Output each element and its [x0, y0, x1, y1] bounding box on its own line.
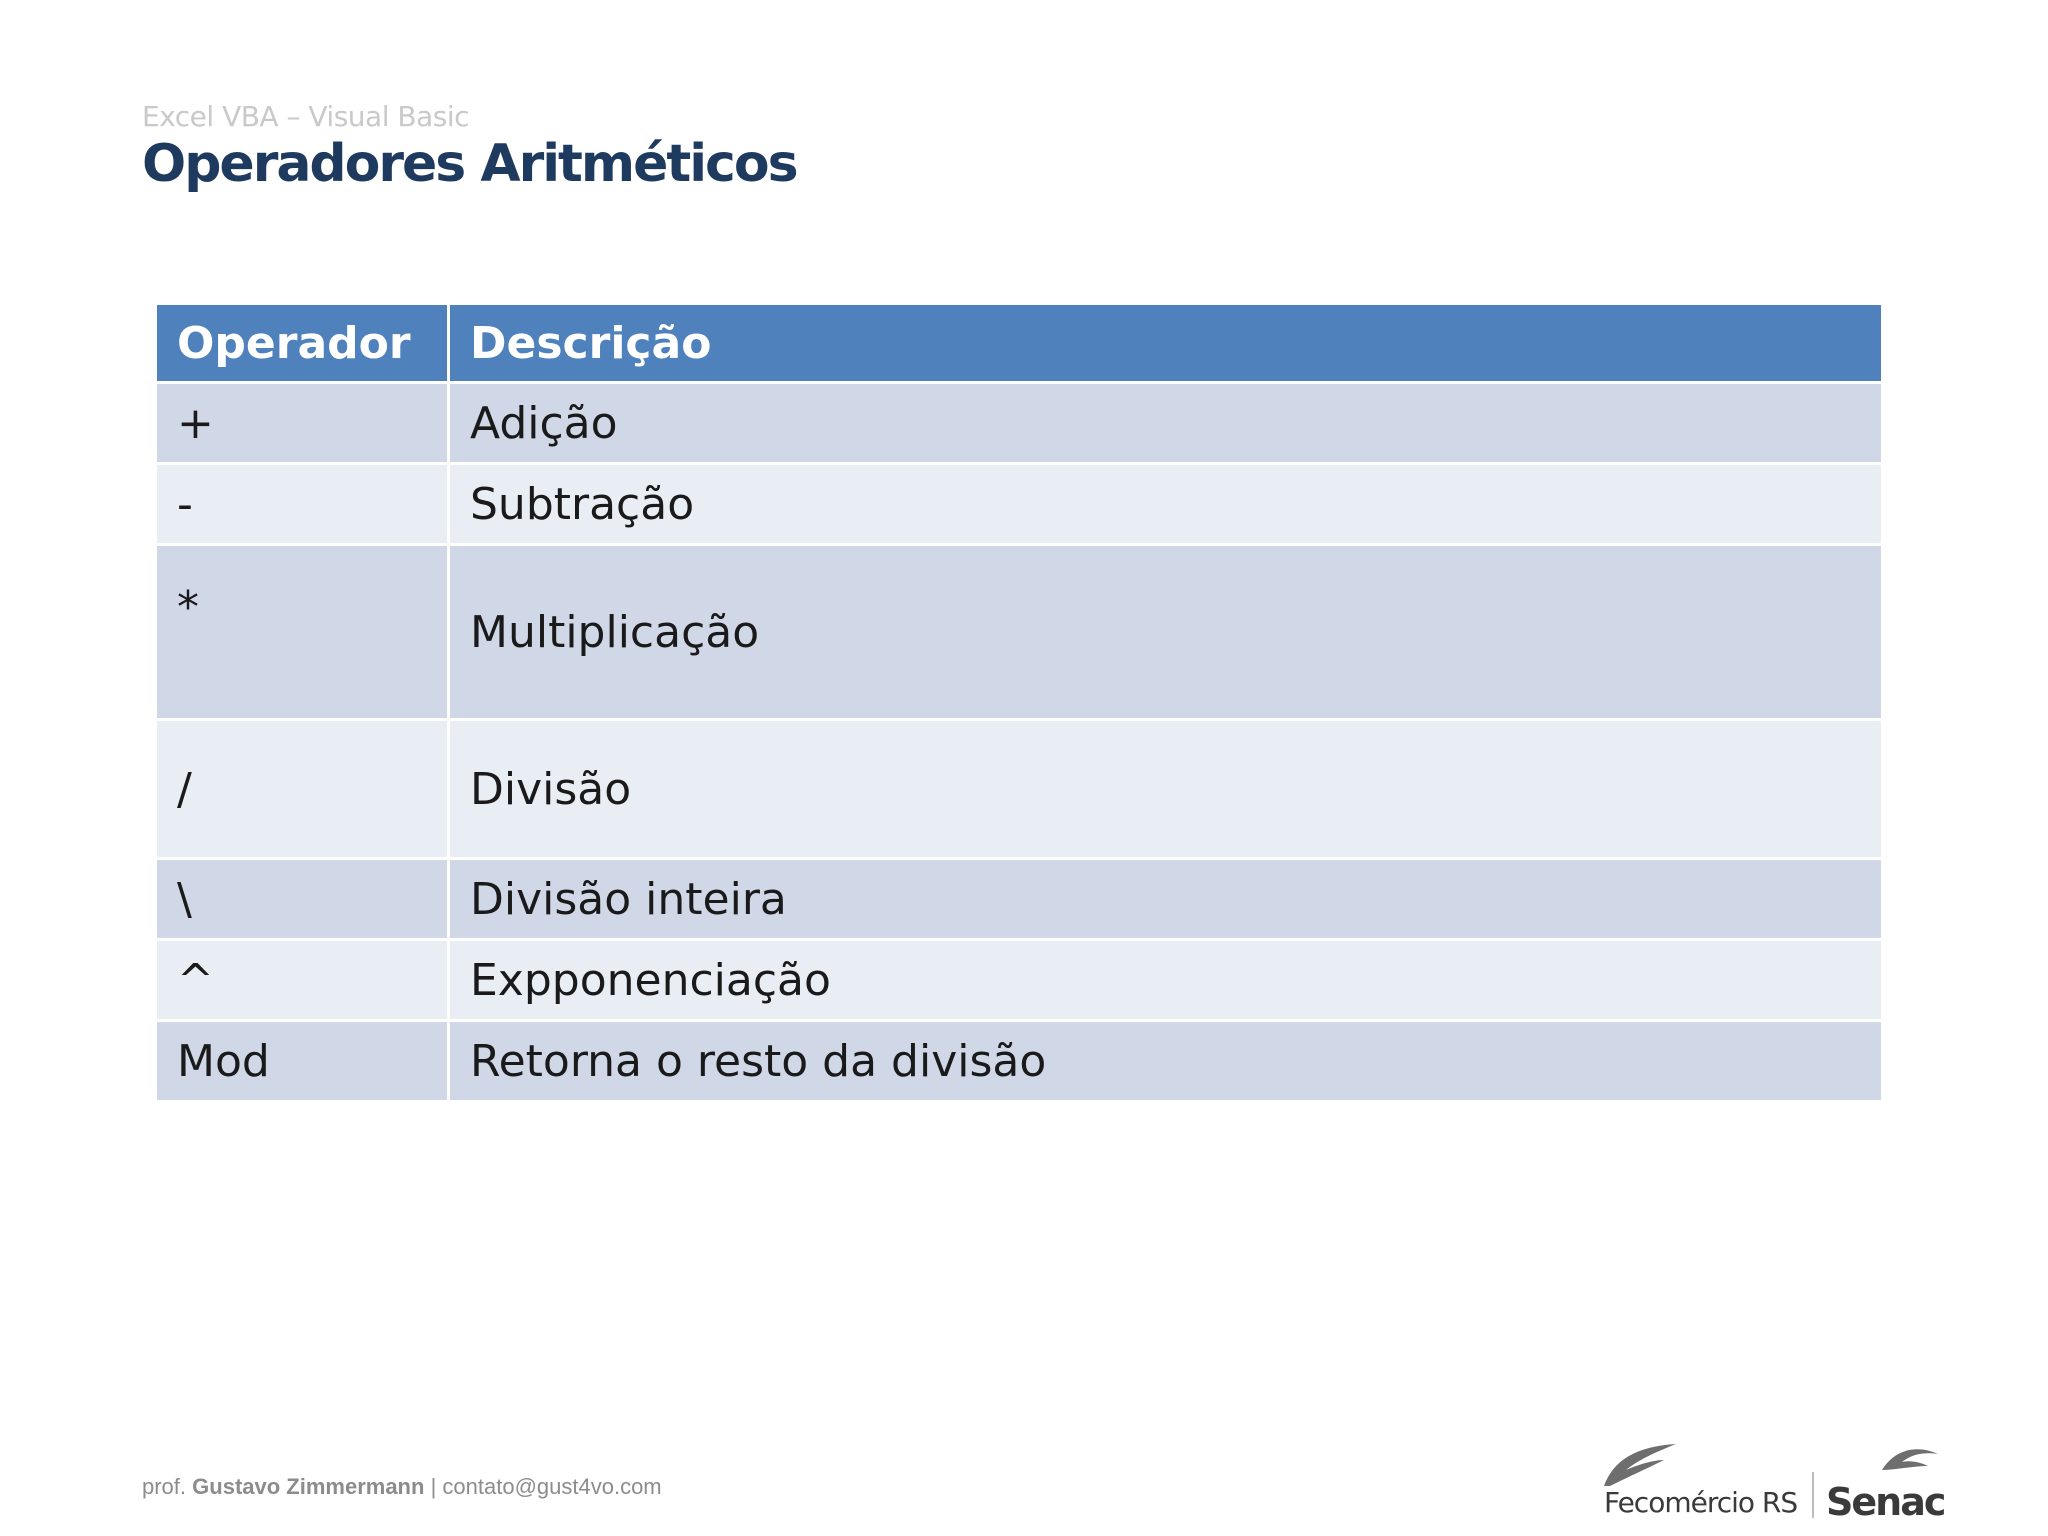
slide-title: Operadores Aritméticos: [142, 134, 799, 194]
operator-cell: /: [157, 721, 447, 857]
description-cell: Adição: [450, 384, 1881, 462]
description-cell: Multiplicação: [450, 546, 1881, 718]
description-cell: Retorna o resto da divisão: [450, 1022, 1881, 1100]
footer-logos: Fecomércio RS Senac: [1590, 1440, 1950, 1524]
senac-logo-text: Senac: [1826, 1480, 1946, 1524]
operator-cell: *: [157, 546, 447, 718]
fecomercio-feather-icon: [1604, 1444, 1676, 1486]
description-cell: Expponenciação: [450, 941, 1881, 1019]
table-header-row: Operador Descrição: [157, 305, 1881, 381]
footer-prefix: prof.: [142, 1474, 187, 1499]
operator-cell: \: [157, 860, 447, 938]
footer-separator: |: [430, 1474, 437, 1499]
table-row: / Divisão: [157, 721, 1881, 857]
operator-cell: Mod: [157, 1022, 447, 1100]
header-description: Descrição: [450, 305, 1881, 381]
description-cell: Divisão: [450, 721, 1881, 857]
description-cell: Divisão inteira: [450, 860, 1881, 938]
senac-bird-icon: [1882, 1449, 1938, 1470]
description-cell: Subtração: [450, 465, 1881, 543]
footer-email: contato@gust4vo.com: [442, 1474, 662, 1499]
table-row: * Multiplicação: [157, 546, 1881, 718]
table-row: Mod Retorna o resto da divisão: [157, 1022, 1881, 1100]
footer-author-name: Gustavo Zimmermann: [192, 1474, 425, 1499]
table-row: - Subtração: [157, 465, 1881, 543]
operator-cell: -: [157, 465, 447, 543]
header-operator: Operador: [157, 305, 447, 381]
operators-table: Operador Descrição + Adição - Subtração …: [154, 302, 1884, 1103]
table-row: ^ Expponenciação: [157, 941, 1881, 1019]
operator-cell: +: [157, 384, 447, 462]
fecomercio-logo-text: Fecomércio RS: [1604, 1486, 1798, 1519]
table-row: + Adição: [157, 384, 1881, 462]
slide-subtitle: Excel VBA – Visual Basic: [142, 100, 470, 133]
footer-credit: prof. Gustavo Zimmermann | contato@gust4…: [142, 1474, 662, 1500]
table-row: \ Divisão inteira: [157, 860, 1881, 938]
logo-separator: [1812, 1472, 1814, 1518]
operator-cell: ^: [157, 941, 447, 1019]
